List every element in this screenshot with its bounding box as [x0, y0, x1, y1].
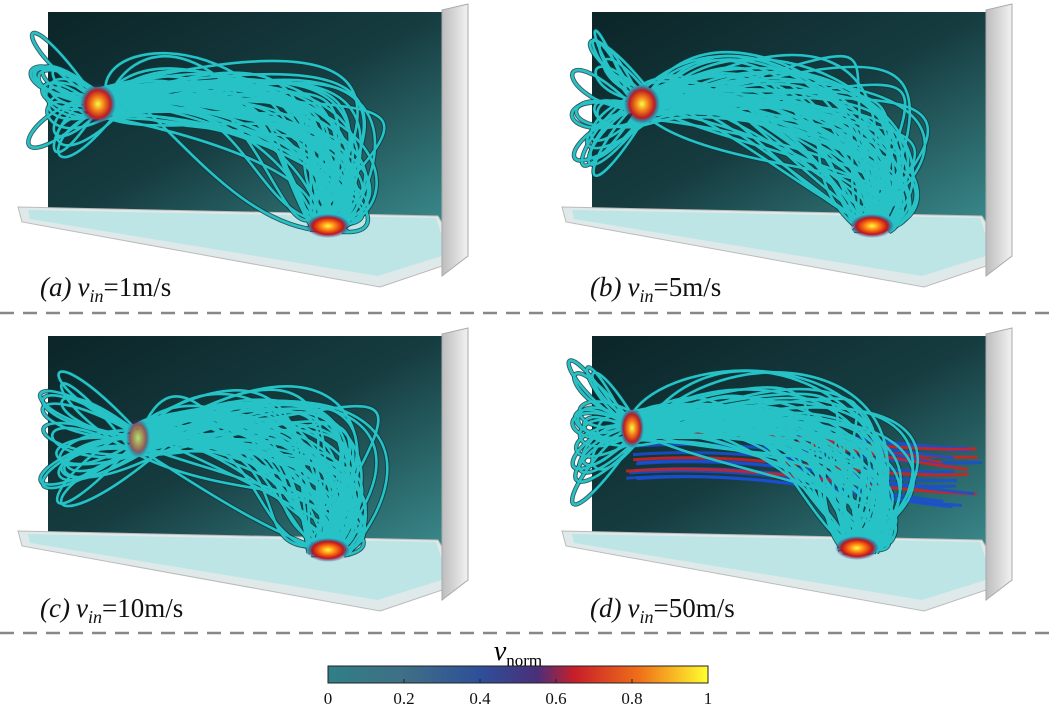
streamline: [623, 412, 861, 546]
colorbar-tick-label: 0.6: [545, 689, 566, 708]
colorbar-scale: [327, 665, 709, 684]
panel-caption: (d) vin=50m/s: [590, 593, 735, 627]
panel: [561, 3, 1013, 288]
colorbar-tick-label: 0.2: [393, 689, 414, 708]
outlet-hotspot: [306, 538, 350, 562]
colorbar-sub: norm: [506, 651, 542, 670]
streamline: [634, 53, 878, 227]
streamline: [633, 431, 846, 545]
streamline: [52, 82, 344, 232]
caption-sub: in: [88, 607, 102, 627]
colorbar-tick-label: 0.4: [469, 689, 491, 708]
streamline: [144, 422, 345, 552]
side-wall: [985, 3, 1013, 278]
streamline: [591, 371, 884, 553]
side-wall: [441, 327, 469, 602]
streamline: [574, 395, 890, 549]
streamline: [638, 58, 887, 225]
streamline: [59, 382, 363, 556]
caption-label: (a): [40, 272, 71, 302]
streamline: [95, 79, 309, 222]
colorbar-title: vnorm: [494, 636, 542, 670]
caption-value: =10m/s: [102, 593, 183, 623]
streamline: [32, 66, 369, 222]
caption-var: v: [76, 593, 88, 623]
inlet-hotspot: [126, 418, 150, 458]
outlet-hotspot: [850, 214, 894, 238]
streamline: [632, 96, 920, 233]
streamline: [107, 89, 386, 225]
floor: [561, 530, 1008, 612]
streamline: [42, 421, 352, 550]
streamline: [650, 67, 915, 224]
caption-label: (c): [40, 593, 70, 623]
panel-caption: (c) vin=10m/s: [40, 593, 183, 627]
streamline: [88, 94, 332, 222]
streamline: [42, 81, 346, 228]
floor-tint: [572, 534, 992, 600]
streamline: [30, 31, 349, 223]
streamline: [571, 371, 890, 547]
streamline: [574, 99, 900, 232]
outlet-hotspot: [835, 536, 879, 560]
colorbar-tick-label: 0: [324, 689, 333, 708]
caption-var: v: [627, 593, 639, 623]
side-wall: [985, 327, 1013, 602]
panel-caption: (a) vin=1m/s: [40, 272, 171, 306]
colorbar-tick-label: 1: [704, 689, 713, 708]
inlet-hotspot: [620, 408, 644, 448]
panel-caption: (b) vin=5m/s: [590, 272, 721, 306]
inlet-hotspot: [624, 84, 660, 124]
colorbar-var: v: [494, 636, 507, 667]
streamline: [632, 394, 843, 546]
streamline: [640, 77, 884, 230]
caption-label: (b): [590, 272, 621, 302]
streamline: [570, 369, 889, 552]
caption-var: v: [627, 272, 639, 302]
streamline: [90, 59, 359, 231]
caption-var: v: [77, 272, 89, 302]
streamline: [37, 68, 337, 223]
streamline: [100, 115, 316, 232]
panel: [561, 327, 1013, 612]
panel: [17, 3, 469, 288]
fast-streamline: [636, 459, 975, 496]
streamline: [97, 110, 367, 223]
streamline: [138, 431, 325, 555]
caption-sub: in: [89, 286, 103, 306]
streamline: [646, 92, 892, 230]
caption-sub: in: [639, 607, 653, 627]
caption-sub: in: [639, 286, 653, 306]
colorbar-tick-label: 0.8: [621, 689, 642, 708]
streamline: [641, 89, 892, 223]
streamline: [625, 397, 863, 553]
streamline: [105, 88, 370, 230]
caption-value: =50m/s: [653, 593, 734, 623]
streamline: [602, 57, 905, 227]
streamline: [143, 412, 358, 556]
panel: [17, 327, 469, 612]
inlet-hotspot: [80, 84, 116, 124]
streamline: [63, 422, 355, 547]
streamline: [102, 83, 360, 228]
caption-value: =5m/s: [653, 272, 721, 302]
floor-tint: [28, 534, 448, 600]
streamline: [131, 399, 389, 557]
panels: [17, 3, 1013, 612]
caption-label: (d): [590, 593, 621, 623]
floor-tint: [28, 210, 448, 276]
colorbar: vnorm: [327, 636, 709, 684]
outlet-hotspot: [306, 214, 350, 238]
side-wall: [441, 3, 469, 278]
streamline: [625, 427, 862, 551]
streamline: [90, 92, 349, 224]
streamline: [650, 95, 884, 222]
floor-tint: [572, 210, 992, 276]
streamline: [574, 411, 884, 547]
streamline: [135, 449, 356, 548]
streamline: [643, 102, 906, 232]
caption-value: =1m/s: [103, 272, 171, 302]
streamline: [136, 438, 342, 552]
